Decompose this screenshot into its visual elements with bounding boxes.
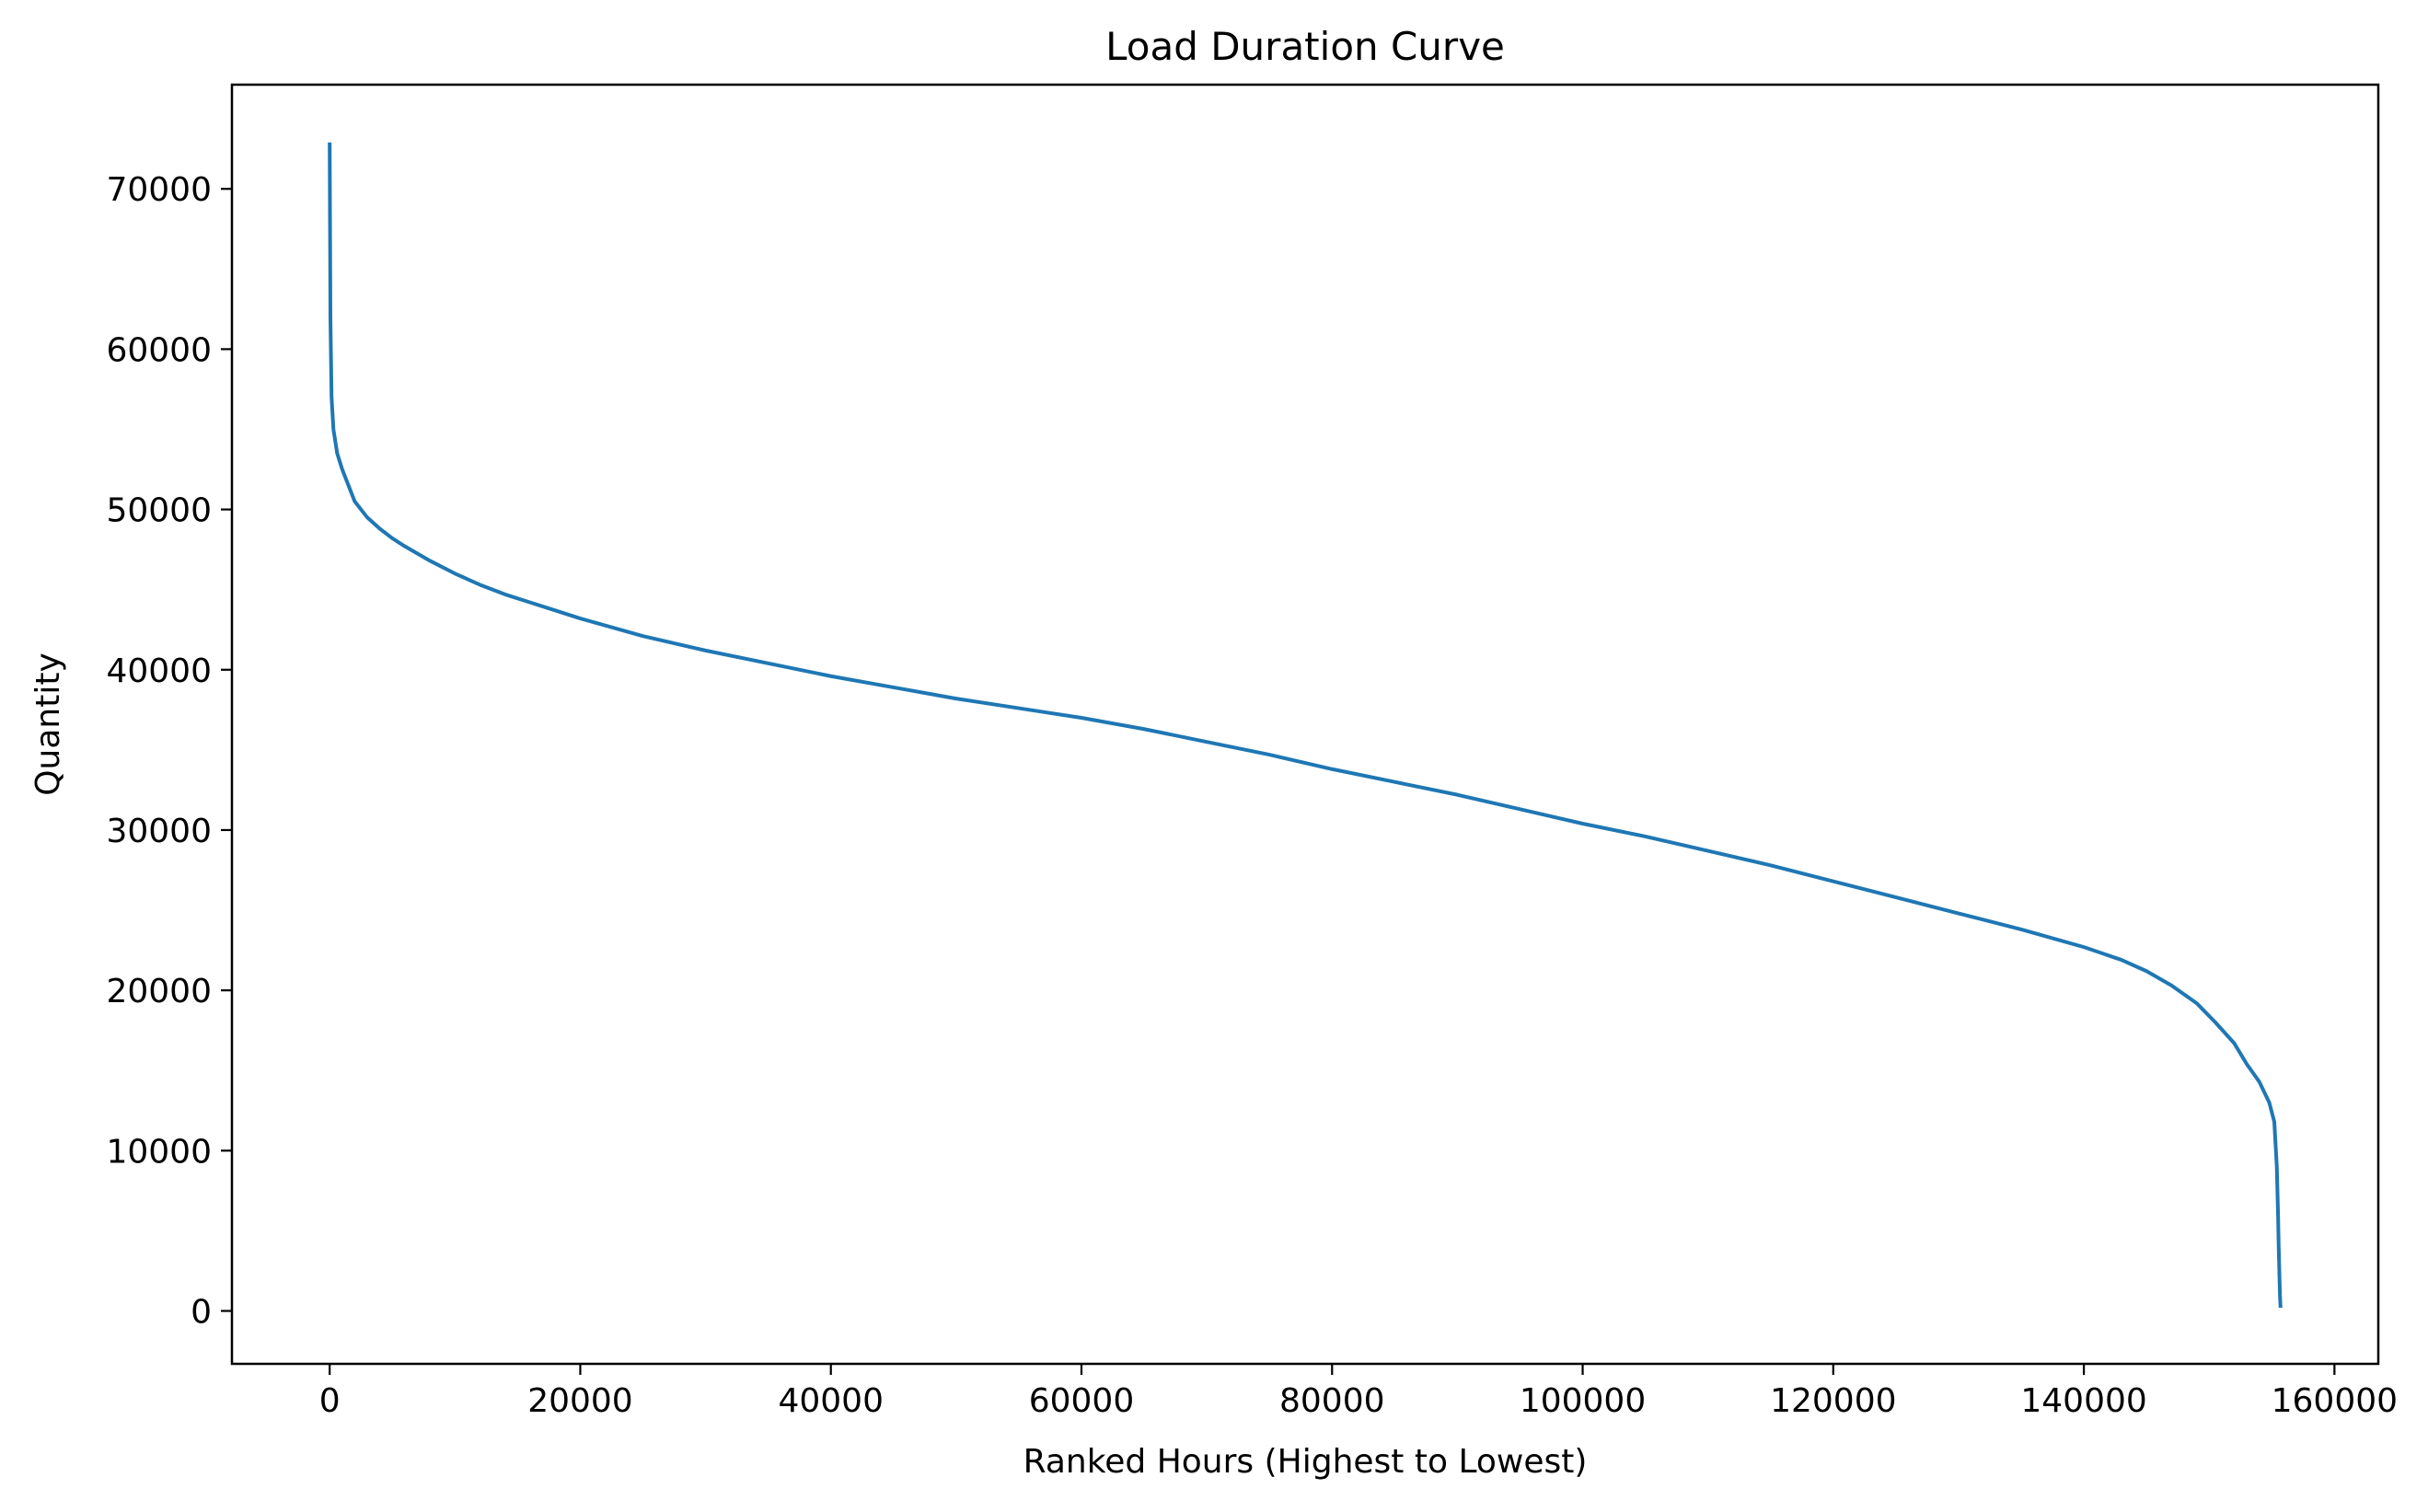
plot-area: 0 20000 40000 60000 80000 100000 120000 140000 1… bbox=[106, 83, 2398, 1420]
y-tick-label: 40000 bbox=[106, 652, 212, 690]
x-tick-label: 60000 bbox=[1029, 1382, 1135, 1420]
series-line bbox=[328, 142, 2283, 1309]
y-tick-label: 10000 bbox=[106, 1133, 212, 1171]
x-tick-label: 160000 bbox=[2272, 1382, 2398, 1420]
x-tick-label: 20000 bbox=[527, 1382, 633, 1420]
x-tick-label: 0 bbox=[319, 1382, 341, 1420]
x-tick-label: 100000 bbox=[1520, 1382, 1646, 1420]
x-axis-label: Ranked Hours (Highest to Lowest) bbox=[1023, 1443, 1588, 1481]
x-tick-label: 120000 bbox=[1770, 1382, 1896, 1420]
x-axis: 0 20000 40000 60000 80000 100000 120000 140000 1… bbox=[319, 1364, 2398, 1420]
x-tick-label: 40000 bbox=[778, 1382, 884, 1420]
x-tick-label: 140000 bbox=[2020, 1382, 2146, 1420]
y-axis-label: Quantity bbox=[29, 652, 67, 796]
y-tick-label: 30000 bbox=[106, 813, 212, 850]
y-axis: 0 10000 20000 30000 40000 50000 60000 70000 bbox=[106, 171, 232, 1332]
y-tick-label: 20000 bbox=[106, 973, 212, 1010]
x-tick-label: 80000 bbox=[1279, 1382, 1385, 1420]
chart-title: Load Duration Curve bbox=[1105, 24, 1505, 69]
series-layer bbox=[328, 142, 2283, 1309]
y-tick-label: 70000 bbox=[106, 171, 212, 209]
plot-frame bbox=[230, 83, 2380, 1366]
y-tick-label: 0 bbox=[191, 1294, 212, 1332]
y-tick-label: 60000 bbox=[106, 331, 212, 369]
y-tick-label: 50000 bbox=[106, 492, 212, 530]
